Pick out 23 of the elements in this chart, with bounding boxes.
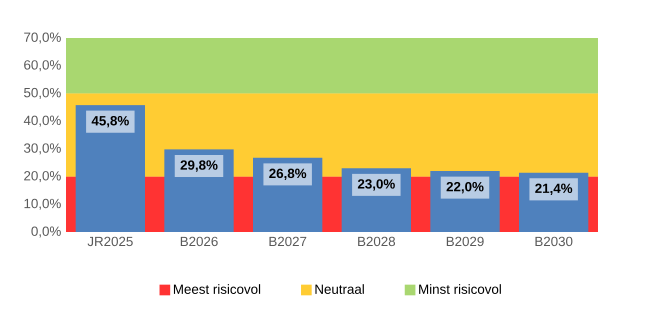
data-label: 23,0% bbox=[358, 179, 395, 191]
data-label: 21,4% bbox=[535, 184, 572, 196]
data-label: 26,8% bbox=[269, 168, 306, 180]
x-tick-label: B2028 bbox=[358, 236, 396, 246]
x-tick-label: B2026 bbox=[180, 236, 218, 246]
legend-label: Neutraal bbox=[315, 284, 364, 294]
y-tick-label: 30,0% bbox=[24, 143, 61, 154]
data-label: 22,0% bbox=[446, 182, 484, 194]
legend-label: Minst risicovol bbox=[419, 284, 501, 294]
y-tick-label: 70,0% bbox=[24, 32, 61, 44]
x-tick-label: B2029 bbox=[446, 236, 484, 246]
data-label: 29,8% bbox=[180, 160, 218, 172]
x-tick-label: JR2025 bbox=[88, 236, 133, 246]
x-tick-label: B2027 bbox=[269, 236, 306, 246]
data-label: 45,8% bbox=[92, 116, 129, 128]
y-tick-label: 50,0% bbox=[24, 88, 61, 99]
x-tick-label: B2030 bbox=[535, 236, 572, 246]
y-tick-label: 20,0% bbox=[24, 171, 61, 182]
y-tick-label: 10,0% bbox=[24, 198, 61, 210]
legend-label: Meest risicovol bbox=[174, 284, 260, 294]
y-tick-label: 40,0% bbox=[24, 116, 61, 127]
y-tick-label: 0,0% bbox=[31, 226, 61, 238]
y-tick-label: 60,0% bbox=[24, 60, 61, 72]
